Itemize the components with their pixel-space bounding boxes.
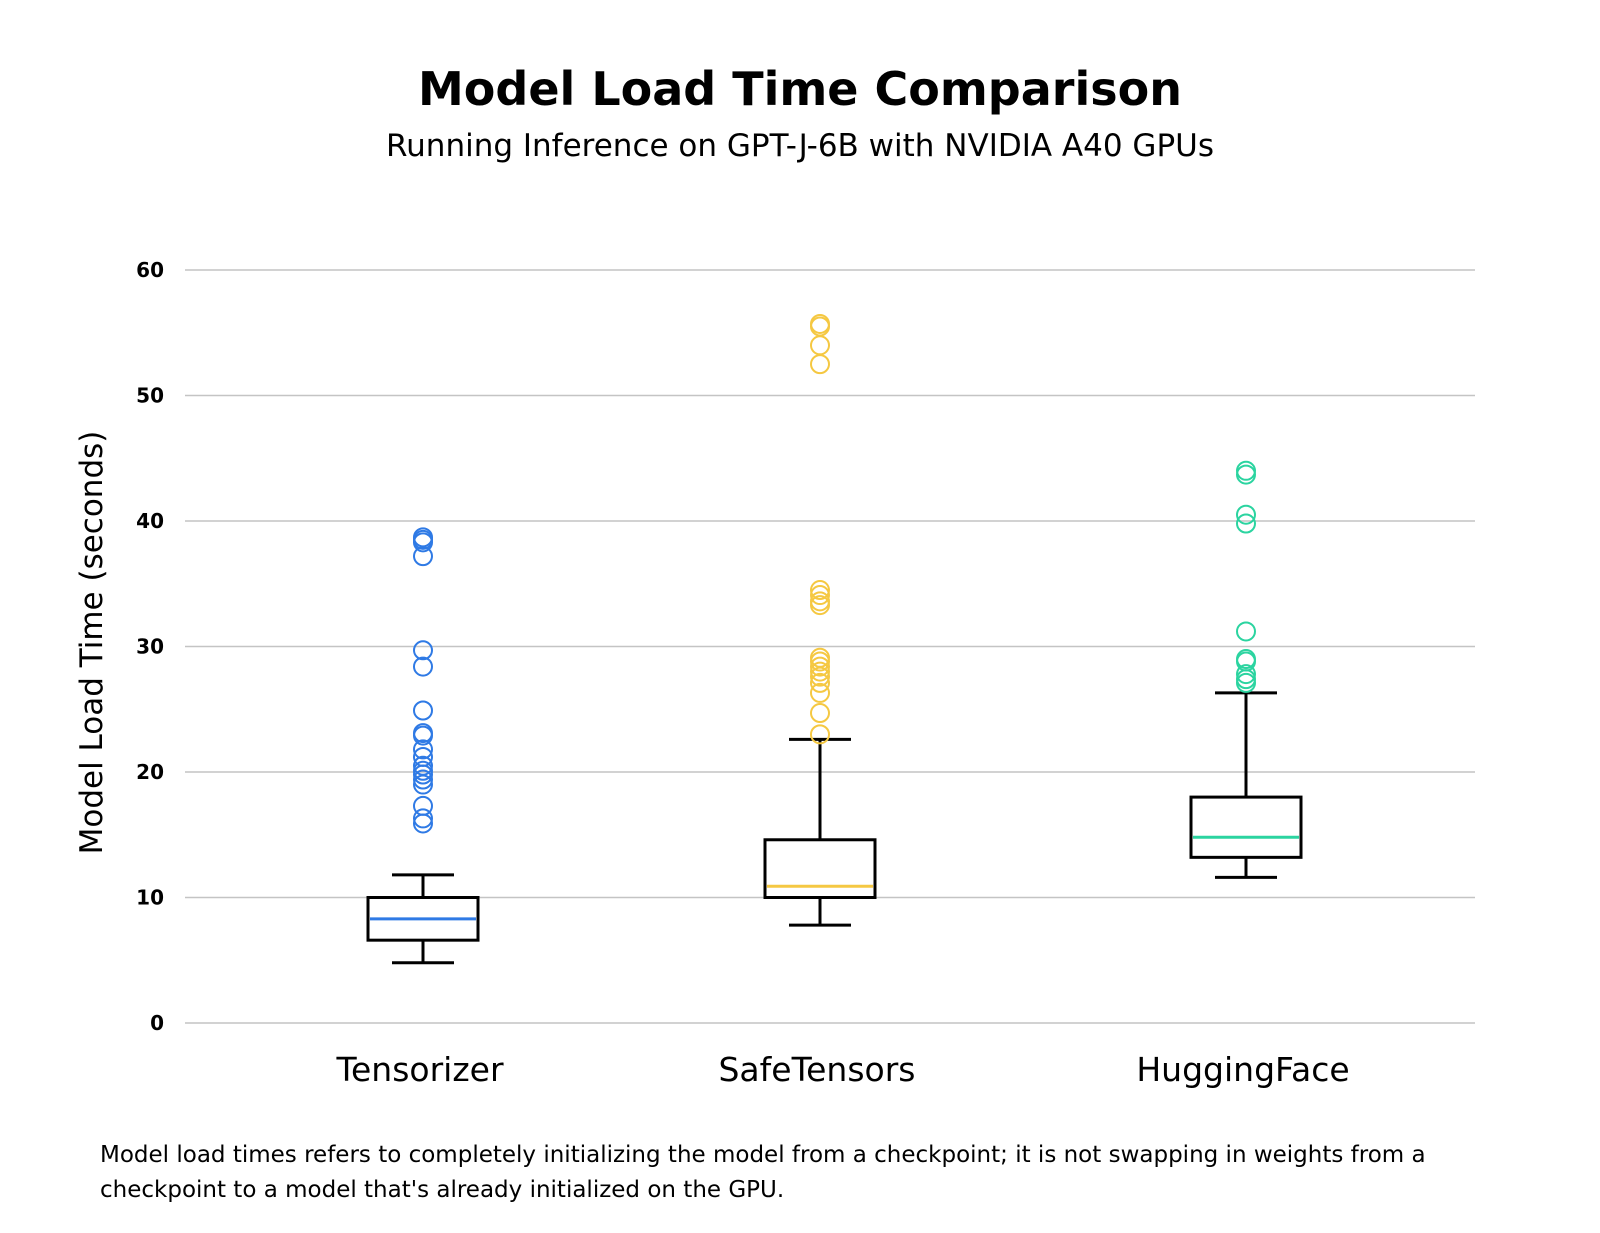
outlier-point	[810, 682, 830, 703]
x-category-label: Tensorizer	[335, 1050, 504, 1089]
outlier-point	[810, 580, 830, 601]
y-axis-label: Model Load Time (seconds)	[74, 431, 110, 855]
y-tick-label: 20	[136, 760, 164, 784]
outlier-point	[1236, 649, 1256, 670]
outlier-point	[1236, 621, 1256, 642]
y-tick-label: 30	[136, 635, 164, 659]
outlier-point	[810, 661, 830, 682]
outlier-point	[413, 769, 433, 790]
outlier-point	[1236, 464, 1256, 485]
outlier-point	[810, 656, 830, 677]
outlier-point	[1236, 460, 1256, 481]
outlier-point	[810, 591, 830, 612]
outlier-point	[413, 640, 433, 661]
outlier-point	[413, 760, 433, 781]
iqr-box	[763, 838, 877, 900]
outlier-point	[413, 723, 433, 744]
outlier-point	[1236, 513, 1256, 534]
outlier-point	[810, 703, 830, 724]
x-category-label: HuggingFace	[1136, 1050, 1349, 1089]
outlier-point	[413, 527, 433, 548]
iqr-box	[1189, 795, 1303, 859]
outlier-point	[413, 746, 433, 767]
chart-title: Model Load Time Comparison	[418, 62, 1182, 116]
y-tick-label: 0	[150, 1011, 164, 1035]
outlier-point	[413, 656, 433, 677]
y-tick-label: 60	[136, 258, 164, 282]
outlier-point	[1236, 504, 1256, 525]
outlier-point	[413, 755, 433, 776]
chart-subtitle: Running Inference on GPT-J-6B with NVIDI…	[386, 128, 1214, 164]
outlier-point	[810, 672, 830, 693]
outlier-point	[413, 739, 433, 760]
outlier-point	[810, 647, 830, 668]
box-plot-chart: 0 10 20 30 40 50 60 Model Load Time (seconds) Te…	[74, 258, 1475, 1089]
outlier-point	[413, 700, 433, 721]
outlier-point	[810, 724, 830, 745]
y-tick-label: 40	[136, 509, 164, 533]
outlier-point	[810, 313, 830, 334]
outlier-point	[810, 354, 830, 375]
outlier-point	[413, 808, 433, 829]
y-tick-label: 50	[136, 384, 164, 408]
outlier-point	[413, 795, 433, 816]
outlier-point	[810, 335, 830, 356]
outlier-point	[810, 585, 830, 606]
outlier-point	[1236, 664, 1256, 685]
y-tick-label: 10	[136, 886, 164, 910]
x-category-label: SafeTensors	[718, 1050, 915, 1089]
footnote: Model load times refers to completely in…	[100, 1142, 1426, 1203]
